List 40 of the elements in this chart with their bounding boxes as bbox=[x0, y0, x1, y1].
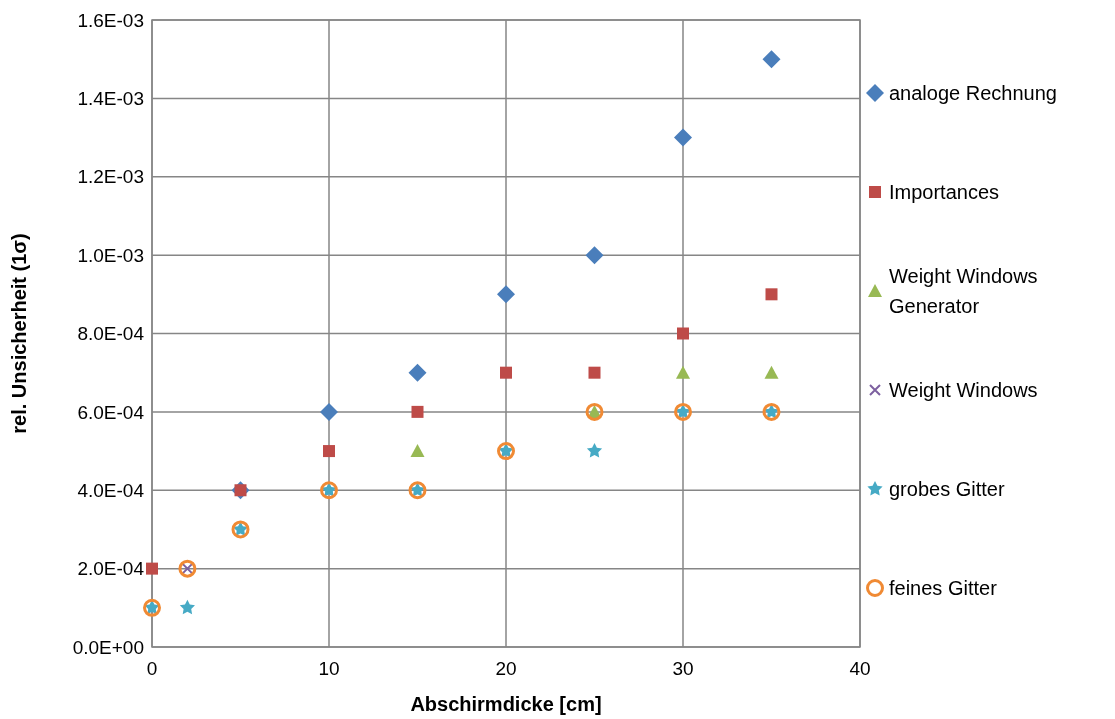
point bbox=[674, 128, 692, 147]
x-tick-label: 20 bbox=[495, 658, 517, 679]
legend-label: Importances bbox=[889, 181, 1000, 203]
point bbox=[586, 443, 603, 458]
point bbox=[585, 246, 604, 265]
y-tick-label: 1.4E-03 bbox=[77, 88, 144, 110]
x-tick-label: 10 bbox=[318, 658, 340, 679]
point bbox=[676, 365, 690, 379]
point bbox=[179, 599, 195, 615]
point bbox=[411, 405, 424, 418]
y-tick-label: 0.0E+00 bbox=[72, 636, 144, 658]
point bbox=[762, 50, 781, 69]
point bbox=[764, 365, 779, 379]
legend-label: feines Gitter bbox=[889, 577, 998, 599]
y-axis-title: rel. Unsicherheit (1σ) bbox=[8, 233, 30, 434]
point bbox=[677, 327, 689, 340]
point bbox=[410, 444, 425, 458]
y-tick-label: 2.0E-04 bbox=[77, 558, 145, 580]
legend-label: analoge Rechnung bbox=[889, 82, 1057, 104]
y-tick-label: 4.0E-04 bbox=[77, 479, 145, 501]
point bbox=[497, 285, 515, 304]
x-axis-title: Abschirmdicke [cm] bbox=[410, 693, 602, 715]
x-tick-label: 40 bbox=[849, 658, 871, 679]
point bbox=[500, 366, 512, 379]
y-tick-label: 6.0E-04 bbox=[77, 401, 145, 423]
point bbox=[323, 445, 335, 458]
point bbox=[408, 363, 427, 382]
y-tick-label: 1.0E-03 bbox=[77, 244, 144, 266]
y-tick-label: 8.0E-04 bbox=[77, 323, 145, 345]
point bbox=[146, 562, 158, 575]
point bbox=[588, 366, 601, 379]
y-tick-label: 1.6E-03 bbox=[77, 9, 144, 31]
point bbox=[320, 402, 338, 421]
x-tick-label: 0 bbox=[146, 658, 158, 679]
point bbox=[765, 288, 778, 301]
legend-label: Weight Windows Generator bbox=[889, 265, 1038, 317]
legend-label: Weight Windows bbox=[889, 379, 1038, 401]
legend-label: grobes Gitter bbox=[889, 478, 1005, 500]
x-tick-label: 30 bbox=[672, 658, 694, 679]
y-tick-label: 1.2E-03 bbox=[77, 166, 144, 188]
